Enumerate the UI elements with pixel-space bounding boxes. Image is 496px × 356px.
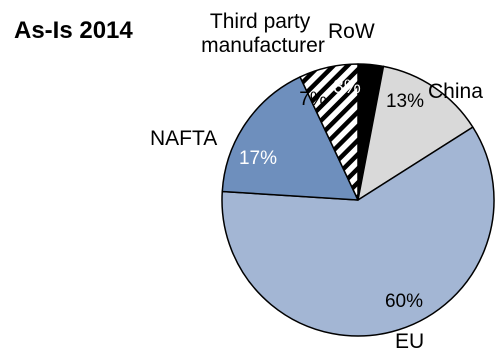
pie-slice-eu <box>221 126 495 337</box>
slice-label-china: 13% <box>386 91 424 112</box>
pie-slice-nafta <box>221 76 359 201</box>
chart-title: As-Is 2014 <box>14 17 133 44</box>
category-label-nafta: NAFTA <box>150 127 217 150</box>
slice-label-third-party: 7% <box>299 89 327 110</box>
pie-slice-china <box>357 65 474 201</box>
slice-label-eu: 60% <box>385 291 423 312</box>
pie-slice-third-party-manufacturer <box>299 63 359 201</box>
category-label-row: RoW <box>328 20 375 43</box>
category-label-eu: EU <box>395 330 424 353</box>
slice-label-row: 3% <box>333 77 361 98</box>
category-label-third-party: Third party manufacturer <box>201 10 325 57</box>
category-label-china: China <box>428 80 483 103</box>
pie-slices <box>221 63 495 337</box>
slice-label-nafta: 17% <box>239 148 277 169</box>
